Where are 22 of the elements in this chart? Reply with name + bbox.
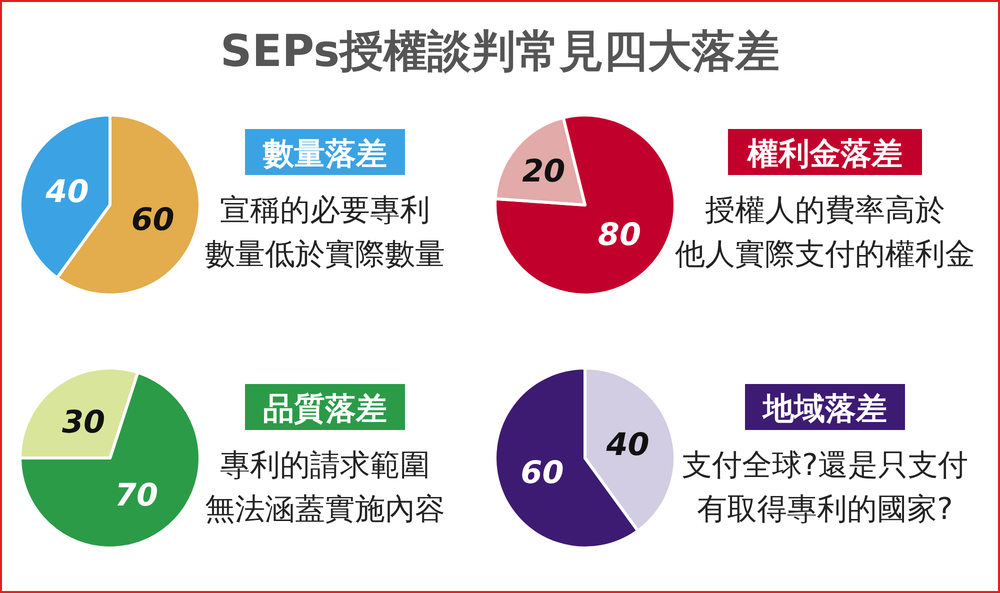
text: 宣稱的必要專利 <box>220 193 430 228</box>
data-label: 60 <box>520 454 564 491</box>
text: 專利的請求範圍 <box>220 448 430 483</box>
text: 數量低於實際數量 <box>205 237 445 272</box>
data-label: 40 <box>44 174 89 210</box>
text: 支付全球?還是只支付 <box>682 448 968 483</box>
data-label: 20 <box>522 153 566 190</box>
text: 權利金落差 <box>746 136 902 172</box>
text: SEPs授權談判常見四大落差 <box>220 26 780 77</box>
text: 品質落差 <box>263 391 387 427</box>
data-label: 70 <box>114 477 158 514</box>
pie-slice <box>494 114 676 296</box>
data-label: 40 <box>605 427 650 464</box>
text: 有取得專利的國家? <box>697 492 953 527</box>
text: 地域落差 <box>761 391 887 427</box>
data-label: 60 <box>131 202 174 238</box>
text: 無法涵蓋實施內容 <box>205 492 445 527</box>
text: 數量落差 <box>262 136 387 172</box>
text: 授權人的費率高於 <box>705 193 945 228</box>
text: 他人實際支付的權利金 <box>675 237 975 272</box>
data-label: 30 <box>62 404 106 441</box>
data-label: 80 <box>598 216 642 253</box>
